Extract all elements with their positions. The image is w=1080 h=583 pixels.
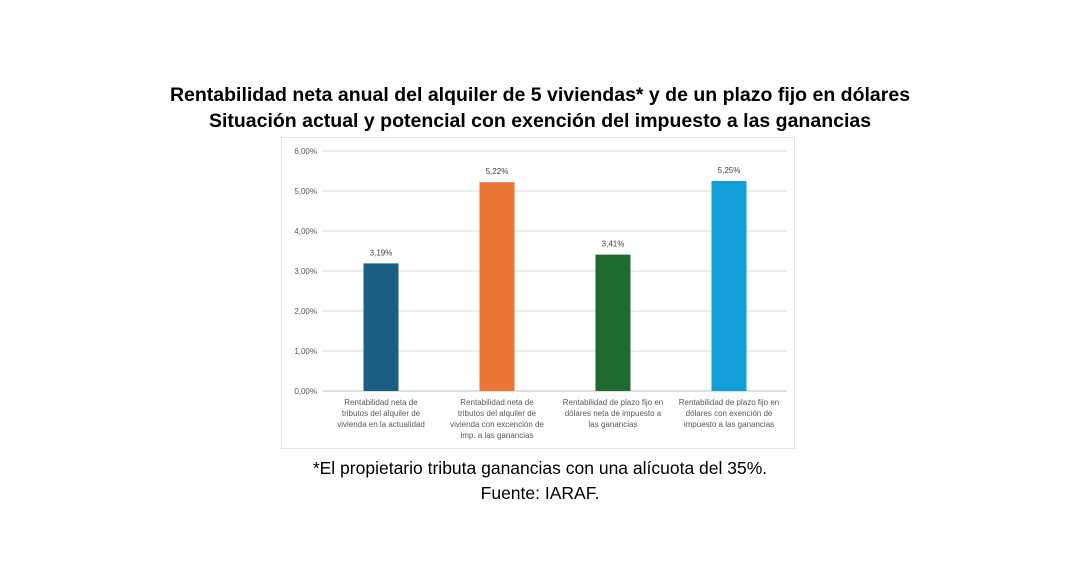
- category-label: Rentabilidad de plazo fijo en: [679, 398, 780, 407]
- y-tick-label: 2,00%: [294, 307, 317, 316]
- y-tick-label: 4,00%: [294, 227, 317, 236]
- category-label: Rentabilidad neta de: [344, 398, 418, 407]
- y-tick-label: 3,00%: [294, 267, 317, 276]
- chart-title-line2: Situación actual y potencial con exenció…: [208, 110, 872, 132]
- y-tick-label: 1,00%: [294, 347, 317, 356]
- data-label: 3,19%: [370, 248, 393, 257]
- data-label: 5,22%: [486, 167, 509, 176]
- data-label: 3,41%: [602, 240, 625, 249]
- bar: [479, 182, 515, 391]
- category-label: las ganancias: [589, 420, 638, 429]
- y-tick-label: 0,00%: [294, 387, 317, 396]
- chart-area: 0,00% 1,00% 2,00% 3,00% 4,00% 5,00% 6,00% 3,19%…: [281, 137, 795, 449]
- bar: [595, 254, 631, 391]
- bar: [363, 263, 399, 391]
- bar-chart: 0,00% 1,00% 2,00% 3,00% 4,00% 5,00% 6,00% 3,19%…: [294, 147, 787, 440]
- chart-title-line1: Rentabilidad neta anual del alquiler de …: [169, 84, 911, 106]
- category-label: vivienda en la actualidad: [337, 420, 425, 429]
- source-note: Fuente: IARAF.: [480, 483, 600, 503]
- category-label: vivienda con excención de: [450, 420, 544, 429]
- category-label: tributos del alquiler de: [458, 409, 537, 418]
- category-label: dólares neta de impuesto a: [565, 409, 662, 418]
- bar: [711, 181, 747, 391]
- category-label: tributos del alquiler de: [342, 409, 421, 418]
- category-label: Rentabilidad de plazo fijo en: [563, 398, 664, 407]
- category-label: dólares con exención de: [686, 409, 773, 418]
- data-label: 5,25%: [718, 166, 741, 175]
- category-label: impuesto a las ganancias: [684, 420, 774, 429]
- footnote: *El propietario tributa ganancias con un…: [312, 458, 768, 478]
- y-tick-label: 6,00%: [294, 147, 317, 156]
- category-label: Rentabilidad neta de: [460, 398, 534, 407]
- category-label: imp. a las ganancias: [461, 431, 534, 440]
- y-tick-label: 5,00%: [294, 187, 317, 196]
